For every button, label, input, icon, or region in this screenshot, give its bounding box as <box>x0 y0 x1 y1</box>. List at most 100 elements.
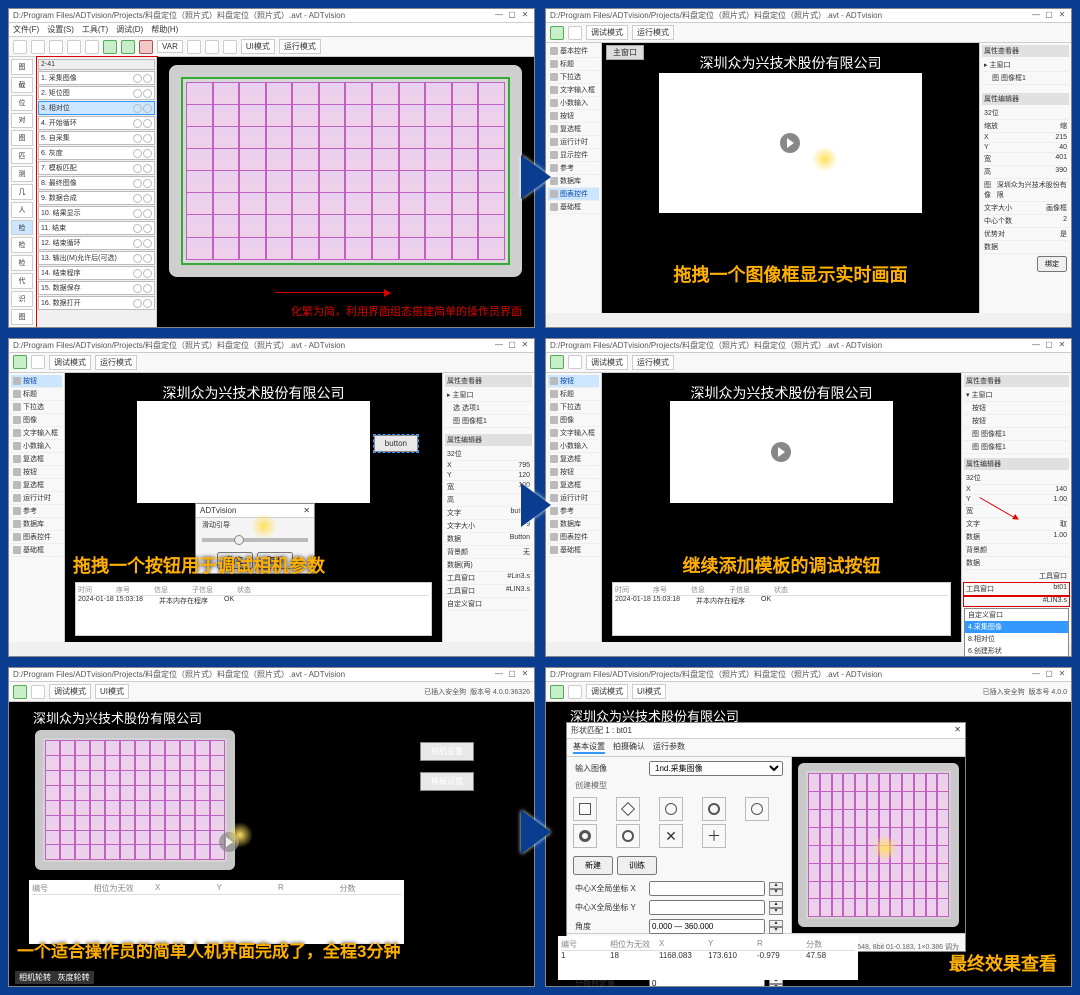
palette-tool[interactable]: 检 <box>11 255 33 271</box>
property-row[interactable]: 数据 <box>982 241 1069 254</box>
debug-mode[interactable]: 调试模式 <box>586 25 628 40</box>
tb-icon[interactable] <box>187 40 201 54</box>
step-item[interactable]: 15. 数据保存 <box>38 281 155 295</box>
shape-donut-icon[interactable] <box>573 824 597 848</box>
spin-buttons[interactable]: ▴▾ <box>769 901 783 915</box>
play-icon[interactable] <box>103 40 117 54</box>
sidebar-item[interactable]: 复选框 <box>548 123 599 136</box>
property-row[interactable]: 缩放缩 <box>982 120 1069 133</box>
step-item[interactable]: 4. 开始循环 <box>38 116 155 130</box>
step-item[interactable]: 6. 灰度 <box>38 146 155 160</box>
close-icon[interactable]: ✕ <box>520 10 530 21</box>
canvas[interactable]: 深圳众为兴技术股份有限公司 继续添加模板的调试按钮 时间序号信息子信息状态 20… <box>602 373 961 643</box>
sidebar-item[interactable]: 图像 <box>11 414 62 427</box>
input-image-select[interactable]: 1nd.采集图像 <box>649 761 783 776</box>
stop-icon[interactable] <box>139 40 153 54</box>
palette-tool[interactable]: 测 <box>11 166 33 182</box>
sidebar-item[interactable]: 基本控件 <box>548 45 599 58</box>
palette-tool[interactable]: 图 <box>11 130 33 146</box>
sidebar-item[interactable]: 下拉选 <box>548 401 599 414</box>
palette-tool[interactable]: 几 <box>11 184 33 200</box>
sidebar-item[interactable]: 标题 <box>548 58 599 71</box>
sidebar-item[interactable]: 标题 <box>11 388 62 401</box>
param-input[interactable] <box>649 900 765 915</box>
image-box[interactable] <box>659 73 923 213</box>
tab-basic[interactable]: 基本设置 <box>573 741 605 754</box>
step-item[interactable]: 10. 结果显示 <box>38 206 155 220</box>
sidebar-item[interactable]: 数据库 <box>11 518 62 531</box>
menu-help[interactable]: 帮助(H) <box>151 24 178 35</box>
property-row[interactable]: 数据Button <box>445 533 532 546</box>
step-item[interactable]: 5. 自采集 <box>38 131 155 145</box>
step-item[interactable]: 1. 采集图像 <box>38 71 155 85</box>
dropdown-option[interactable]: 4.采集图像 <box>965 621 1068 633</box>
sidebar-item[interactable]: 基础框 <box>548 201 599 214</box>
sidebar-item[interactable]: 小数输入 <box>548 97 599 110</box>
step-item[interactable]: 14. 结束程序 <box>38 266 155 280</box>
palette-tool[interactable]: 识 <box>11 291 33 307</box>
step-item[interactable]: 2. 矩位图 <box>38 86 155 100</box>
sidebar-item[interactable]: 数据库 <box>548 518 599 531</box>
step-item[interactable]: 11. 结束 <box>38 221 155 235</box>
property-row[interactable]: 宽401 <box>982 153 1069 166</box>
sidebar-item[interactable]: 按钮 <box>548 110 599 123</box>
property-row[interactable]: 文字大小9 <box>445 520 532 533</box>
sidebar-item[interactable]: 小数输入 <box>11 440 62 453</box>
run-mode[interactable]: 运行模式 <box>279 39 321 54</box>
palette-tool[interactable]: 图 <box>11 59 33 75</box>
dropdown-list[interactable]: 自定义窗口4.采集图像8.相对位6.创建形状7.开始循环8.数据合成6.匹配8.… <box>964 608 1069 658</box>
sidebar-item[interactable]: 参考 <box>11 505 62 518</box>
palette-tool[interactable]: 图 <box>11 309 33 325</box>
tree-root[interactable]: ▸ 主窗口 <box>982 59 1069 72</box>
property-row[interactable]: X215 <box>982 133 1069 143</box>
close-icon[interactable]: ✕ <box>954 725 961 736</box>
slider[interactable] <box>202 538 308 542</box>
property-row[interactable]: 文字大小画像框 <box>982 202 1069 215</box>
property-row[interactable]: Y40 <box>982 143 1069 153</box>
play-icon[interactable] <box>550 26 564 40</box>
property-row[interactable]: 32位 <box>982 107 1069 120</box>
sidebar-item[interactable]: 文字输入框 <box>548 84 599 97</box>
tab-run[interactable]: 运行参数 <box>653 741 685 754</box>
sidebar-item[interactable]: 下拉选 <box>11 401 62 414</box>
sidebar-item[interactable]: 参考 <box>548 505 599 518</box>
sidebar-item[interactable]: 小数输入 <box>548 440 599 453</box>
property-row[interactable]: X795 <box>445 461 532 471</box>
sidebar-item[interactable]: 复选框 <box>11 479 62 492</box>
run-mode[interactable]: 运行模式 <box>632 25 674 40</box>
property-row[interactable]: 工具窗口#LIN3.s <box>445 585 532 598</box>
dropdown-option[interactable]: 自定义窗口 <box>965 609 1068 621</box>
property-row[interactable]: 数据 <box>964 557 1069 570</box>
spin-buttons[interactable]: ▴▾ <box>769 882 783 896</box>
property-row[interactable]: 背景颜 <box>964 544 1069 557</box>
palette-tool[interactable]: 匹 <box>11 148 33 164</box>
shape-ring2-icon[interactable] <box>745 797 769 821</box>
maximize-icon[interactable]: ▢ <box>507 10 517 21</box>
dropdown-option[interactable]: 8.相对位 <box>965 633 1068 645</box>
step-item[interactable]: 7. 模板匹配 <box>38 161 155 175</box>
sidebar-item[interactable]: 数据库 <box>548 175 599 188</box>
tb-icon[interactable] <box>67 40 81 54</box>
property-row[interactable]: 工具窗口bt01 <box>964 583 1069 596</box>
footer-btn[interactable]: 灰度轮转 <box>58 973 90 982</box>
sidebar-item[interactable]: 按钮 <box>548 375 599 388</box>
palette-tool[interactable]: 位 <box>11 95 33 111</box>
sidebar-item[interactable]: 按钮 <box>11 466 62 479</box>
param-input[interactable] <box>649 919 765 934</box>
tb-icon[interactable] <box>13 40 27 54</box>
sidebar-item[interactable]: 按钮 <box>11 375 62 388</box>
dropdown-option[interactable]: 6.创建形状 <box>965 645 1068 657</box>
shape-diamond-icon[interactable] <box>616 797 640 821</box>
spin-buttons[interactable]: ▴▾ <box>769 920 783 934</box>
property-row[interactable]: X140 <box>964 485 1069 495</box>
property-row[interactable]: 工具窗口 <box>964 570 1069 583</box>
palette-tool[interactable]: 检 <box>11 220 33 236</box>
palette-tool[interactable]: 代 <box>11 273 33 289</box>
step-item[interactable]: 3. 相对位 <box>38 101 155 115</box>
sidebar-item[interactable]: 基础框 <box>548 544 599 557</box>
shape-target-icon[interactable] <box>616 824 640 848</box>
sidebar-item[interactable]: 参考 <box>548 162 599 175</box>
play-icon[interactable] <box>13 355 27 369</box>
tb-icon[interactable] <box>85 40 99 54</box>
sidebar-item[interactable]: 下拉选 <box>548 71 599 84</box>
